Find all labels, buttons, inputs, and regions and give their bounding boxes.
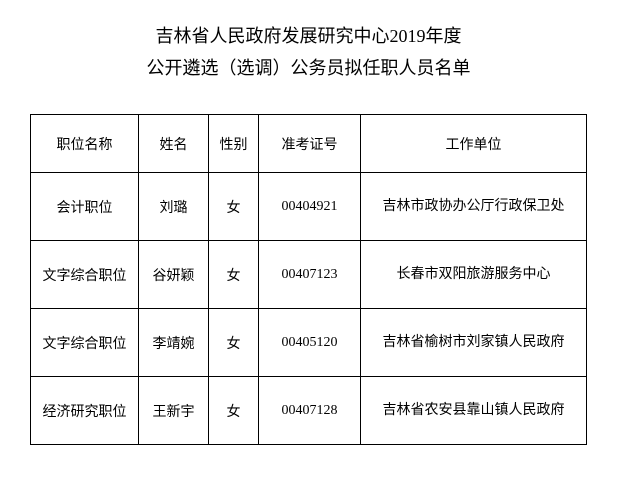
table-wrapper: 职位名称 姓名 性别 准考证号 工作单位 会计职位 刘璐 女 00404921 …: [30, 114, 587, 445]
header-work-unit: 工作单位: [361, 115, 587, 173]
cell-position: 文字综合职位: [31, 241, 139, 309]
document-container: 吉林省人民政府发展研究中心2019年度 公开遴选（选调）公务员拟任职人员名单 职…: [0, 0, 617, 465]
cell-position: 会计职位: [31, 173, 139, 241]
title-line-1: 吉林省人民政府发展研究中心2019年度: [30, 20, 587, 52]
table-row: 文字综合职位 谷妍颖 女 00407123 长春市双阳旅游服务中心: [31, 241, 587, 309]
title-line-2: 公开遴选（选调）公务员拟任职人员名单: [30, 52, 587, 84]
table-row: 经济研究职位 王新宇 女 00407128 吉林省农安县靠山镇人民政府: [31, 377, 587, 445]
header-position: 职位名称: [31, 115, 139, 173]
header-gender: 性别: [209, 115, 259, 173]
table-row: 文字综合职位 李靖婉 女 00405120 吉林省榆树市刘家镇人民政府: [31, 309, 587, 377]
table-row: 会计职位 刘璐 女 00404921 吉林市政协办公厅行政保卫处: [31, 173, 587, 241]
cell-gender: 女: [209, 377, 259, 445]
cell-exam-no: 00407123: [259, 241, 361, 309]
cell-gender: 女: [209, 309, 259, 377]
cell-gender: 女: [209, 241, 259, 309]
cell-position: 经济研究职位: [31, 377, 139, 445]
header-name: 姓名: [139, 115, 209, 173]
cell-exam-no: 00407128: [259, 377, 361, 445]
cell-exam-no: 00404921: [259, 173, 361, 241]
table-header-row: 职位名称 姓名 性别 准考证号 工作单位: [31, 115, 587, 173]
cell-gender: 女: [209, 173, 259, 241]
header-exam-no: 准考证号: [259, 115, 361, 173]
cell-name: 谷妍颖: [139, 241, 209, 309]
cell-work-unit: 吉林省榆树市刘家镇人民政府: [361, 309, 587, 377]
cell-work-unit: 长春市双阳旅游服务中心: [361, 241, 587, 309]
cell-position: 文字综合职位: [31, 309, 139, 377]
cell-name: 李靖婉: [139, 309, 209, 377]
cell-name: 王新宇: [139, 377, 209, 445]
cell-work-unit: 吉林省农安县靠山镇人民政府: [361, 377, 587, 445]
cell-name: 刘璐: [139, 173, 209, 241]
cell-work-unit: 吉林市政协办公厅行政保卫处: [361, 173, 587, 241]
personnel-table: 职位名称 姓名 性别 准考证号 工作单位 会计职位 刘璐 女 00404921 …: [30, 114, 587, 445]
cell-exam-no: 00405120: [259, 309, 361, 377]
